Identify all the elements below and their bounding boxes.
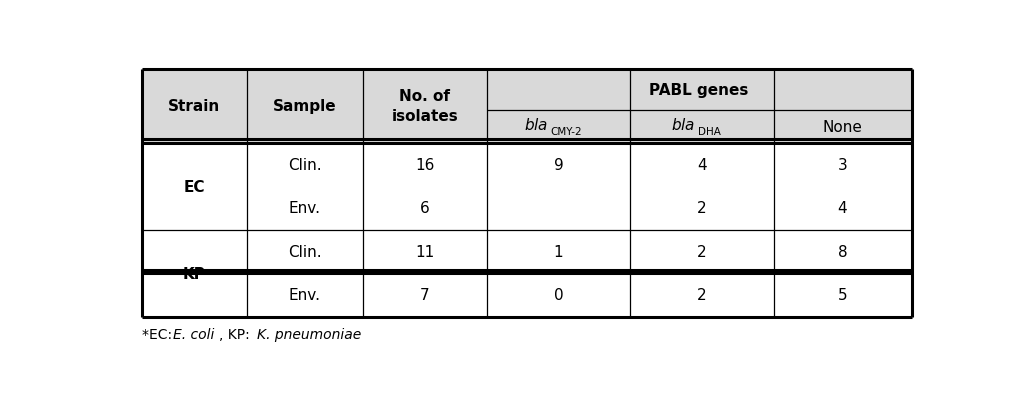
Bar bbox=[142, 273, 911, 317]
Text: 4: 4 bbox=[697, 158, 707, 172]
Text: KP: KP bbox=[183, 266, 206, 281]
Text: None: None bbox=[822, 119, 862, 134]
Text: Env.: Env. bbox=[289, 201, 321, 216]
Text: $\mathit{bla}$: $\mathit{bla}$ bbox=[672, 117, 695, 132]
Text: 9: 9 bbox=[554, 158, 563, 172]
Bar bbox=[142, 144, 911, 187]
Bar bbox=[142, 230, 911, 273]
Text: K. pneumoniae: K. pneumoniae bbox=[257, 327, 360, 341]
Text: 6: 6 bbox=[420, 201, 430, 216]
Text: Env.: Env. bbox=[289, 288, 321, 303]
Text: 16: 16 bbox=[415, 158, 434, 172]
Text: 5: 5 bbox=[838, 288, 848, 303]
Text: 2: 2 bbox=[697, 288, 707, 303]
Text: E. coli: E. coli bbox=[173, 327, 214, 341]
Text: PABL genes: PABL genes bbox=[649, 83, 749, 97]
Text: 2: 2 bbox=[697, 244, 707, 259]
Text: 8: 8 bbox=[838, 244, 848, 259]
Text: No. of
isolates: No. of isolates bbox=[391, 89, 458, 124]
Text: $\mathit{bla}$: $\mathit{bla}$ bbox=[524, 117, 549, 132]
Text: DHA: DHA bbox=[698, 126, 721, 136]
Text: 7: 7 bbox=[420, 288, 430, 303]
Text: 3: 3 bbox=[838, 158, 848, 172]
Text: 1: 1 bbox=[554, 244, 563, 259]
Text: 2: 2 bbox=[697, 201, 707, 216]
Text: Clin.: Clin. bbox=[288, 244, 322, 259]
Text: , KP:: , KP: bbox=[219, 327, 255, 341]
Text: 0: 0 bbox=[554, 288, 563, 303]
Text: CMY-2: CMY-2 bbox=[551, 126, 583, 136]
Text: EC: EC bbox=[183, 179, 205, 194]
Text: Strain: Strain bbox=[168, 99, 220, 114]
Text: Clin.: Clin. bbox=[288, 158, 322, 172]
Bar bbox=[142, 187, 911, 230]
Text: 4: 4 bbox=[838, 201, 848, 216]
Text: *EC:: *EC: bbox=[142, 327, 176, 341]
Text: 11: 11 bbox=[415, 244, 434, 259]
Text: Sample: Sample bbox=[272, 99, 337, 114]
Bar bbox=[142, 70, 911, 144]
